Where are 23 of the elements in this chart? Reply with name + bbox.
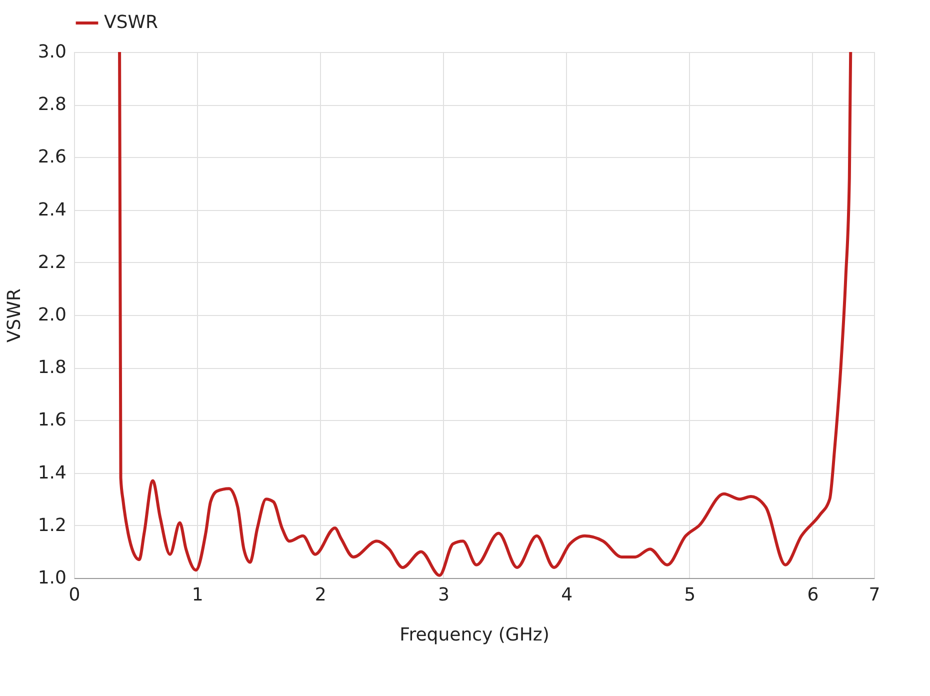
y-tick-label: 2.8	[38, 94, 66, 116]
x-tick-label: 0	[68, 584, 80, 606]
y-tick-label: 1.6	[38, 410, 66, 431]
y-tick-label: 1.2	[38, 514, 66, 536]
y-tick-label: 1.0	[38, 568, 66, 588]
x-tick-label: 2	[314, 584, 326, 606]
x-tick-label: 3	[438, 584, 450, 606]
x-tick-label: 4	[561, 584, 573, 606]
line-series	[118, 50, 852, 577]
y-tick-label: 2.0	[38, 304, 66, 326]
y-tick-label: 2.6	[38, 146, 66, 168]
y-tick-label: 2.4	[38, 199, 66, 220]
y-axis-title: VSWR	[4, 288, 25, 343]
y-tick-label: 1.4	[38, 462, 66, 484]
y-tick-label: 3.0	[38, 42, 66, 62]
y-tick-label: 1.8	[38, 357, 66, 378]
legend-label: VSWR	[104, 12, 158, 33]
y-tick-label: 2.2	[38, 252, 66, 273]
x-tick-label: 6	[807, 584, 819, 606]
x-tick-label: 7	[868, 584, 880, 606]
x-tick-label: 5	[684, 584, 696, 606]
x-tick-label: 1	[192, 584, 204, 606]
x-axis-title: Frequency (GHz)	[400, 624, 550, 646]
